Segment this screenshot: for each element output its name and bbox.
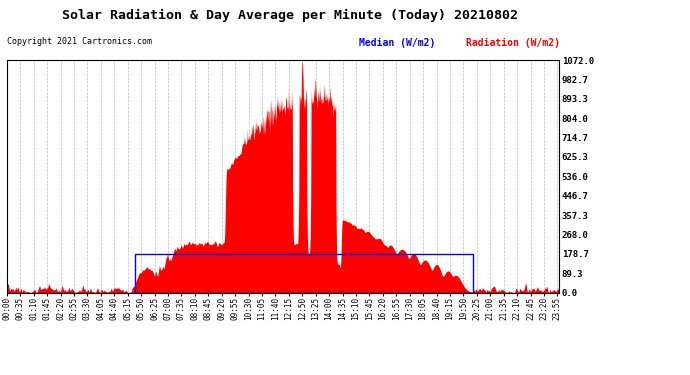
Text: Median (W/m2): Median (W/m2) — [359, 38, 435, 48]
Text: Copyright 2021 Cartronics.com: Copyright 2021 Cartronics.com — [7, 38, 152, 46]
Text: Radiation (W/m2): Radiation (W/m2) — [466, 38, 560, 48]
Bar — [135, 254, 473, 292]
Text: Solar Radiation & Day Average per Minute (Today) 20210802: Solar Radiation & Day Average per Minute… — [62, 9, 518, 22]
